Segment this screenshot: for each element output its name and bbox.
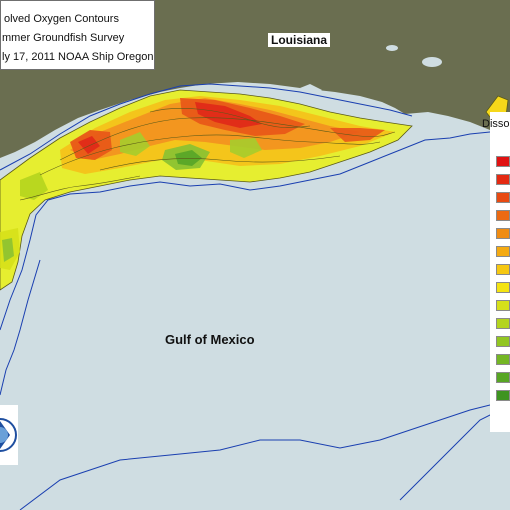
shoreline-contour <box>0 83 413 171</box>
title-line-2: mmer Groundfish Survey <box>2 32 125 44</box>
legend-header: Disso <box>482 118 510 130</box>
survey-area <box>0 89 413 291</box>
legend-swatch <box>496 228 510 239</box>
legend-swatch <box>496 372 510 383</box>
noaa-logo-box <box>0 405 18 465</box>
lake <box>386 45 398 51</box>
title-line-1: olved Oxygen Contours <box>4 13 119 25</box>
title-box: olved Oxygen Contours mmer Groundfish Su… <box>0 0 155 70</box>
depth-contour <box>0 129 510 331</box>
legend-swatch <box>496 210 510 221</box>
legend-swatch <box>496 174 510 185</box>
bay <box>300 84 322 94</box>
legend-swatch <box>496 354 510 365</box>
legend-swatch <box>496 390 510 401</box>
legend-swatch <box>496 192 510 203</box>
legend-swatch <box>496 336 510 347</box>
legend-swatch <box>496 318 510 329</box>
deep-contour <box>19 403 510 510</box>
legend-swatch <box>496 300 510 311</box>
legend-swatch <box>496 282 510 293</box>
label-gulf: Gulf of Mexico <box>165 332 255 347</box>
legend-swatch <box>496 156 510 167</box>
legend-swatch <box>496 246 510 257</box>
legend-swatch <box>496 264 510 275</box>
title-line-3: ly 17, 2011 NOAA Ship Oregon II <box>2 51 155 63</box>
noaa-logo-icon <box>0 418 17 452</box>
label-louisiana: Louisiana <box>268 33 331 47</box>
shelf-contour <box>0 259 41 396</box>
lake <box>422 57 442 67</box>
